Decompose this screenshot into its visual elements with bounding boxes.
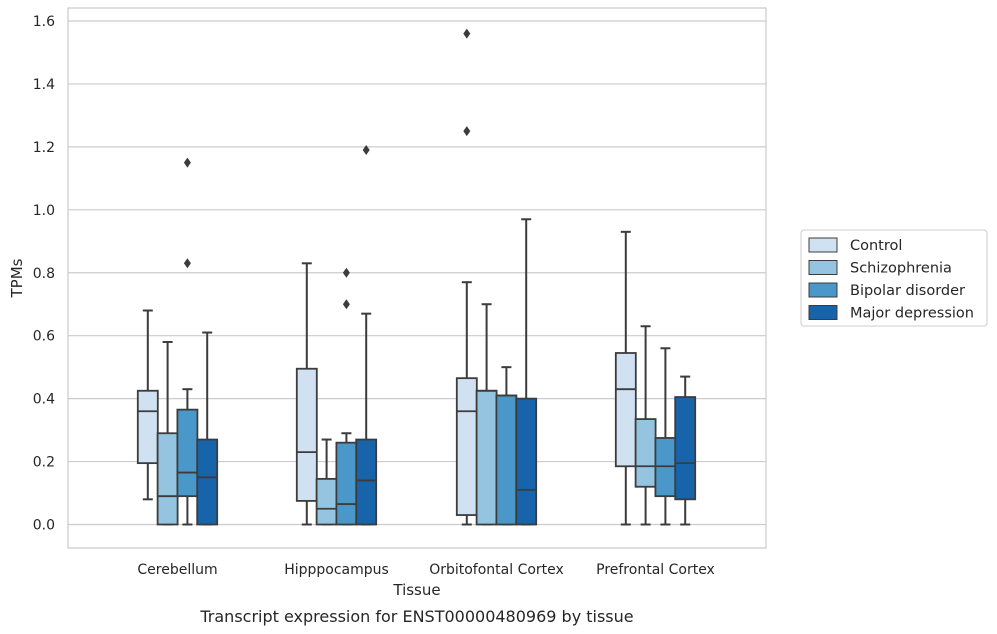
box-2-2 [495, 366, 518, 526]
box-0-0 [136, 309, 159, 501]
legend-frame [800, 229, 988, 327]
y-tick-label: 0.2 [33, 455, 55, 471]
outlier-point [183, 258, 191, 269]
box-1-0 [156, 340, 179, 526]
chart-caption: Transcript expression for ENST0000048096… [199, 607, 633, 626]
outlier-point [362, 145, 370, 156]
legend-swatch [808, 282, 838, 298]
legend-label: Control [850, 238, 902, 254]
x-tick-label: Cerebellum [137, 562, 217, 578]
x-tick-label: Hipppocampus [284, 562, 389, 578]
box-1-3 [634, 325, 657, 526]
plot-frame [67, 7, 767, 549]
y-tick-label: 1.6 [33, 14, 55, 30]
box-body [674, 396, 697, 501]
y-tick-label: 0.8 [33, 266, 55, 282]
boxes [136, 28, 697, 526]
box-1-1 [315, 438, 338, 526]
x-axis-title: Tissue [392, 581, 440, 599]
box-body [355, 438, 378, 526]
box-2-1 [335, 267, 358, 526]
box-body [156, 432, 179, 526]
box-body [136, 389, 159, 465]
box-body [295, 367, 318, 502]
box-body [315, 477, 338, 526]
box-body [176, 408, 199, 498]
box-3-3 [674, 375, 697, 526]
y-tick-label: 1.2 [33, 140, 55, 156]
box-body [455, 377, 478, 516]
x-tick-label: Orbitofontal Cortex [429, 562, 564, 578]
box-3-0 [196, 331, 219, 526]
legend-swatch [808, 305, 838, 320]
y-tick-label: 0.4 [33, 392, 55, 408]
y-axis-title: TPMs [8, 258, 26, 298]
legend: Control Schizophrenia Bipolar disorder Majo… [800, 229, 988, 327]
y-tick-label: 1.0 [33, 203, 55, 219]
box-body [614, 352, 637, 468]
box-body [515, 397, 538, 526]
box-body [196, 438, 219, 526]
outlier-point [183, 157, 191, 168]
outlier-point [463, 126, 471, 137]
box-0-2 [455, 28, 478, 526]
y-tick-label: 0.0 [33, 518, 55, 534]
box-0-3 [614, 230, 637, 526]
box-1-2 [475, 303, 498, 526]
x-axis-ticks: Cerebellum Hipppocampus Orbitofontal Corte… [137, 562, 714, 578]
outlier-point [342, 267, 350, 278]
y-tick-label: 0.6 [33, 329, 55, 345]
box-body [634, 418, 657, 488]
legend-label: Major depression [850, 306, 974, 322]
legend-swatch [808, 237, 838, 253]
legend-label: Schizophrenia [850, 261, 952, 277]
box-body [495, 394, 518, 526]
legend-label: Bipolar disorder [850, 283, 965, 299]
box-3-1 [355, 145, 378, 526]
box-body [335, 441, 358, 526]
box-2-3 [654, 347, 677, 526]
y-axis-ticks: 0.0 0.2 0.4 0.6 0.8 1.0 1.2 1.4 1.6 [33, 14, 55, 534]
outlier-point [342, 299, 350, 310]
box-body [475, 389, 498, 526]
legend-swatch [808, 260, 838, 275]
box-3-2 [515, 218, 538, 526]
box-0-1 [295, 262, 318, 526]
x-tick-label: Prefrontal Cortex [596, 562, 715, 578]
box-2-0 [176, 157, 199, 526]
y-tick-label: 1.4 [33, 77, 55, 93]
outlier-point [463, 28, 471, 39]
